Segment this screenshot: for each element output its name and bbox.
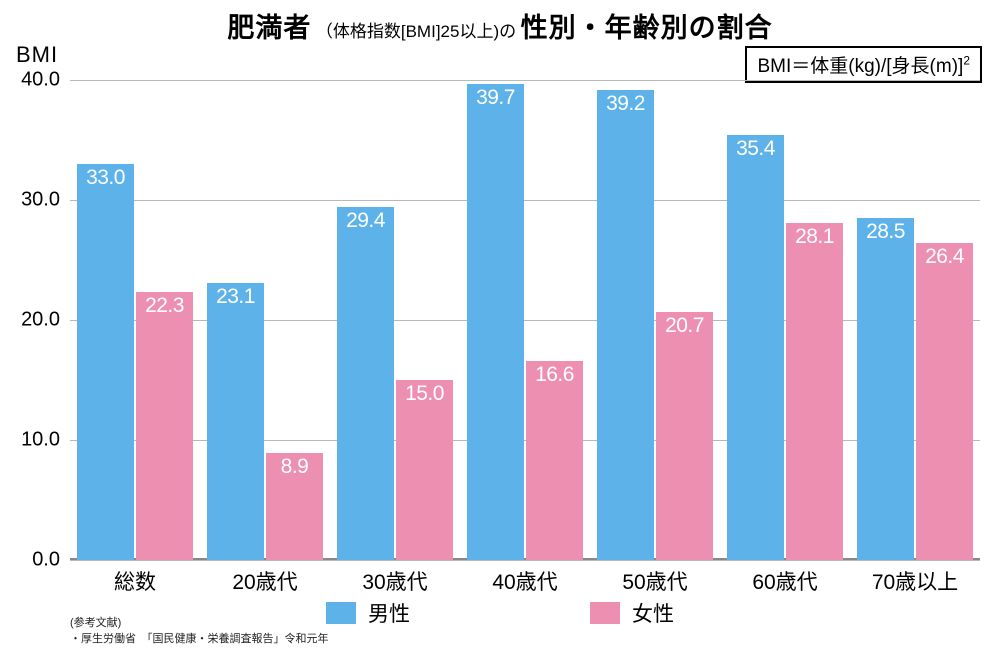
bar-value-label: 16.6 xyxy=(535,363,574,387)
footnote-line1: (参考文献) xyxy=(70,616,329,631)
y-tick-label: 40.0 xyxy=(21,69,60,92)
bar-group: 28.526.470歳以上 xyxy=(857,80,973,560)
x-tick-label: 50歳代 xyxy=(622,566,687,596)
bar: 16.6 xyxy=(526,361,583,560)
bar: 29.4 xyxy=(337,207,394,560)
legend-label: 女性 xyxy=(632,598,674,628)
bar: 15.0 xyxy=(396,380,453,560)
bar: 39.7 xyxy=(467,84,524,560)
bar-value-label: 15.0 xyxy=(405,382,444,406)
footnote-line2: ・厚生労働省 「国民健康・栄養調査報告」令和元年 xyxy=(70,632,329,647)
bar-value-label: 26.4 xyxy=(925,245,964,269)
y-tick-label: 30.0 xyxy=(21,189,60,212)
bar-value-label: 28.5 xyxy=(866,220,905,244)
legend-swatch xyxy=(326,602,356,624)
bar-group: 39.220.750歳代 xyxy=(597,80,713,560)
bar: 26.4 xyxy=(916,243,973,560)
formula-text: BMI＝体重(kg)/[身長(m)]2 xyxy=(757,56,970,77)
legend-swatch xyxy=(590,602,620,624)
title-paren: （体格指数[BMI]25以上)の xyxy=(316,22,516,41)
y-tick-label: 10.0 xyxy=(21,429,60,452)
x-tick-label: 40歳代 xyxy=(492,566,557,596)
bar: 8.9 xyxy=(266,453,323,560)
bar: 20.7 xyxy=(656,312,713,560)
bar-value-label: 39.7 xyxy=(476,86,515,110)
bar-value-label: 22.3 xyxy=(145,294,184,318)
bar-group: 23.18.920歳代 xyxy=(207,80,323,560)
chart-plot-area: 0.010.020.030.040.033.022.3総数23.18.920歳代… xyxy=(70,80,980,560)
x-tick-label: 総数 xyxy=(114,566,156,596)
bar-value-label: 35.4 xyxy=(736,137,775,161)
x-tick-label: 60歳代 xyxy=(752,566,817,596)
bars-area: 33.022.3総数23.18.920歳代29.415.030歳代39.716.… xyxy=(70,80,980,560)
y-tick-label: 20.0 xyxy=(21,309,60,332)
legend-item: 男性 xyxy=(326,598,410,628)
formula-box: BMI＝体重(kg)/[身長(m)]2 xyxy=(745,46,982,83)
bar-value-label: 29.4 xyxy=(346,209,385,233)
bar-group: 39.716.640歳代 xyxy=(467,80,583,560)
bar: 28.1 xyxy=(786,223,843,560)
title-part1: 肥満者 xyxy=(227,13,311,43)
bar-group: 29.415.030歳代 xyxy=(337,80,453,560)
bar: 23.1 xyxy=(207,283,264,560)
bar-value-label: 23.1 xyxy=(216,285,255,309)
bar: 28.5 xyxy=(857,218,914,560)
legend-item: 女性 xyxy=(590,598,674,628)
legend-label: 男性 xyxy=(368,598,410,628)
bar: 35.4 xyxy=(727,135,784,560)
y-tick-label: 0.0 xyxy=(32,549,60,572)
bar-group: 33.022.3総数 xyxy=(77,80,193,560)
bar-value-label: 39.2 xyxy=(606,92,645,116)
bar-value-label: 33.0 xyxy=(86,166,125,190)
y-axis-label: BMI xyxy=(16,42,58,68)
x-tick-label: 70歳以上 xyxy=(872,566,958,596)
bar: 22.3 xyxy=(136,292,193,560)
bar: 33.0 xyxy=(77,164,134,560)
bar-value-label: 8.9 xyxy=(281,455,309,479)
bar-value-label: 28.1 xyxy=(795,225,834,249)
grid-line xyxy=(70,560,980,561)
title-part2: 性別・年齢別の割合 xyxy=(521,13,773,43)
bar-group: 35.428.160歳代 xyxy=(727,80,843,560)
x-tick-label: 20歳代 xyxy=(232,566,297,596)
chart-title: 肥満者 （体格指数[BMI]25以上)の 性別・年齢別の割合 xyxy=(0,6,1000,45)
bar: 39.2 xyxy=(597,90,654,560)
bar-value-label: 20.7 xyxy=(665,314,704,338)
x-tick-label: 30歳代 xyxy=(362,566,427,596)
footnote: (参考文献) ・厚生労働省 「国民健康・栄養調査報告」令和元年 xyxy=(70,616,329,647)
